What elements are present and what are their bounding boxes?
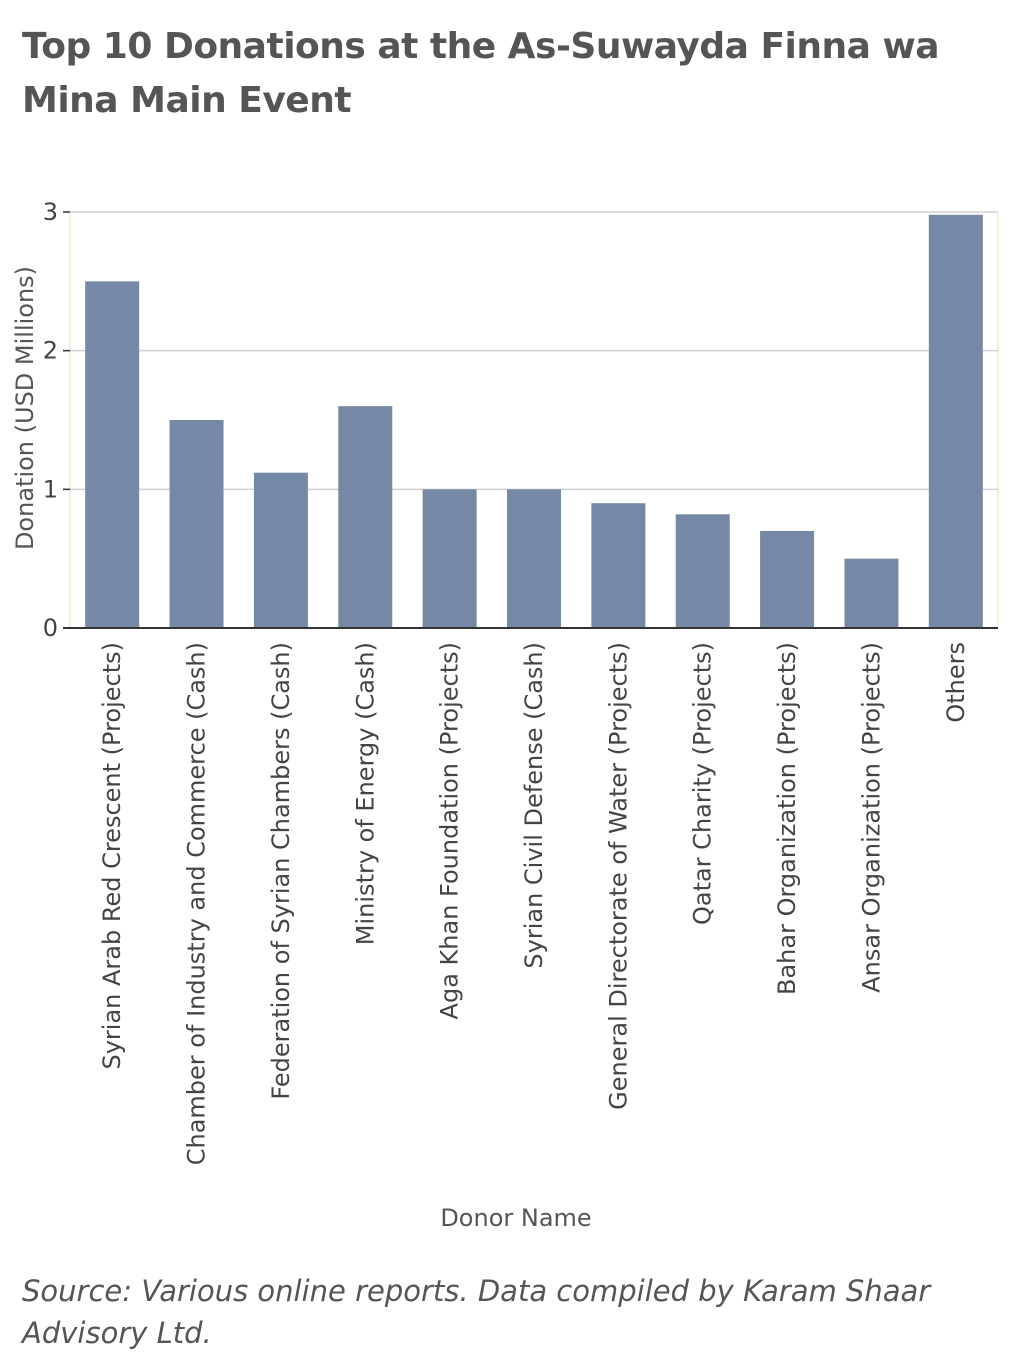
chart-title: Top 10 Donations at the As-Suwayda Finna… xyxy=(22,26,940,121)
source-note: Source: Various online reports. Data com… xyxy=(22,1274,931,1350)
bar-1 xyxy=(85,281,140,628)
x-tick-label: Ministry of Energy (Cash) xyxy=(351,642,379,945)
bar-11 xyxy=(928,214,983,628)
bar-10 xyxy=(844,558,899,628)
bar-9 xyxy=(760,530,815,628)
bar-6 xyxy=(507,489,561,628)
x-tick-labels: Syrian Arab Red Crescent (Projects) Chamb… xyxy=(98,642,970,1165)
y-axis-title: Donation (USD Millions) xyxy=(11,266,39,550)
x-tick-label: Others xyxy=(942,642,970,723)
y-tick-label: 2 xyxy=(43,337,58,365)
x-axis-title: Donor Name xyxy=(440,1204,591,1232)
x-tick-label: Ansar Organization (Projects) xyxy=(857,642,885,993)
x-tick-label: Syrian Arab Red Crescent (Projects) xyxy=(98,642,126,1070)
x-tick-label: General Directorate of Water (Projects) xyxy=(604,642,632,1110)
x-tick-label: Aga Khan Foundation (Projects) xyxy=(436,642,464,1019)
bar-8 xyxy=(675,514,730,628)
plot-frame xyxy=(69,212,999,628)
x-tick-label: Syrian Civil Defense (Cash) xyxy=(520,642,548,969)
bar-2 xyxy=(169,420,224,628)
bar-5 xyxy=(422,489,477,628)
x-tick-label: Federation of Syrian Chambers (Cash) xyxy=(267,642,295,1100)
x-tick-label: Bahar Organization (Projects) xyxy=(773,642,801,995)
y-tick-label: 3 xyxy=(43,198,58,226)
x-tick-label: Qatar Charity (Projects) xyxy=(689,642,717,925)
bar-chart: 0 1 2 3 Syrian Arab Red Crescent (Projects)… xyxy=(11,198,999,1232)
bar-4 xyxy=(338,406,393,628)
bars xyxy=(85,214,983,628)
bar-7 xyxy=(591,503,646,628)
x-tick-label: Chamber of Industry and Commerce (Cash) xyxy=(183,642,211,1165)
y-tick-labels: 0 1 2 3 xyxy=(43,198,70,642)
y-tick-label: 1 xyxy=(43,475,58,503)
bar-3 xyxy=(253,472,308,628)
y-tick-label: 0 xyxy=(43,614,58,642)
